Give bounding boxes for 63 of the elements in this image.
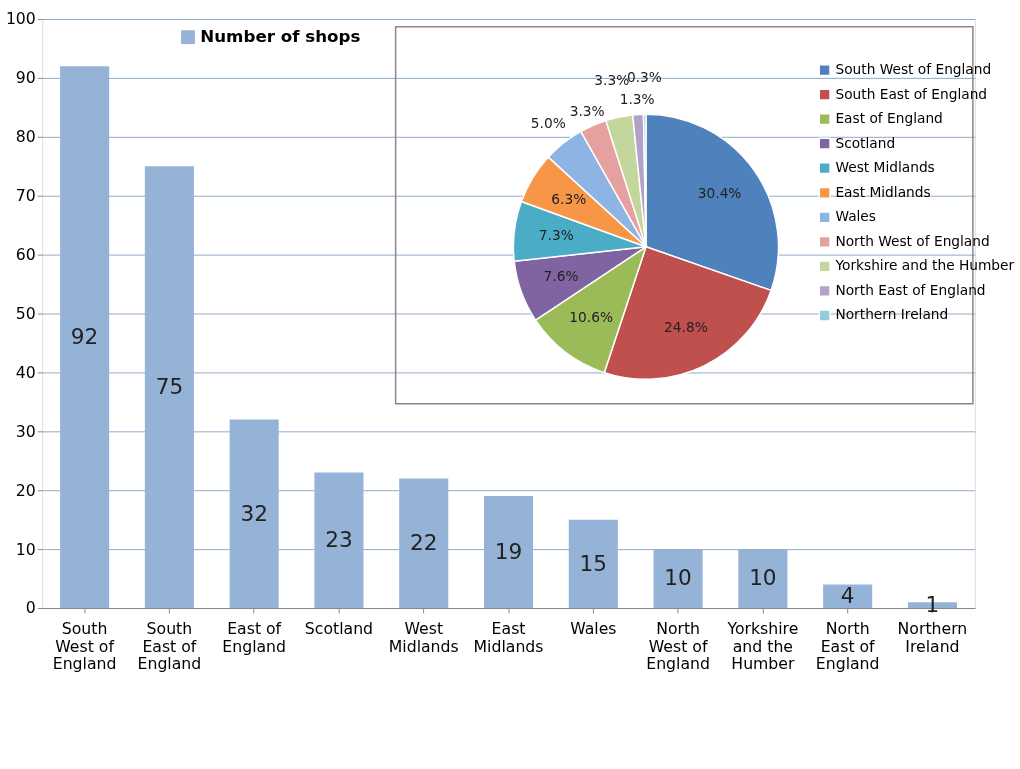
y-tick-label: 60 bbox=[15, 245, 36, 265]
data-label: 6.3% bbox=[551, 190, 587, 207]
data-label: 10 bbox=[749, 565, 777, 591]
y-tick-label: 80 bbox=[15, 127, 36, 147]
x-tick-label: South West of England bbox=[52, 619, 117, 674]
bar bbox=[653, 549, 703, 609]
data-label: 15 bbox=[579, 550, 608, 576]
legend-label: Scotland bbox=[835, 134, 896, 151]
y-tick-label: 70 bbox=[15, 186, 36, 206]
bar bbox=[144, 166, 194, 609]
bar bbox=[60, 66, 110, 609]
x-tick-label: Northern Ireland bbox=[897, 619, 968, 656]
data-label: 3.3% bbox=[569, 102, 605, 119]
y-tick-label: 10 bbox=[15, 539, 36, 559]
y-tick-label: 30 bbox=[15, 421, 36, 441]
legend-label: North East of England bbox=[835, 281, 986, 298]
bar bbox=[399, 478, 449, 609]
data-label: 5.0% bbox=[530, 114, 566, 131]
data-label: 23 bbox=[325, 527, 353, 553]
x-tick-label: East Midlands bbox=[473, 619, 544, 656]
bar bbox=[229, 419, 279, 609]
legend-label: North West of England bbox=[835, 232, 990, 249]
data-label: 22 bbox=[410, 530, 438, 556]
y-tick-label: 40 bbox=[15, 362, 36, 382]
data-label: 1.3% bbox=[619, 90, 655, 107]
x-tick-label: Scotland bbox=[304, 619, 374, 639]
data-label: 19 bbox=[494, 538, 523, 564]
data-label: 10.6% bbox=[569, 309, 613, 326]
data-label: 4 bbox=[840, 583, 855, 609]
bar bbox=[823, 584, 873, 609]
y-tick-label: 100 bbox=[5, 9, 36, 29]
y-tick-label: 0 bbox=[25, 598, 36, 618]
x-tick-label: Yorkshire and the Humber bbox=[726, 619, 799, 674]
legend-label: Northern Ireland bbox=[835, 306, 949, 323]
bar bbox=[568, 519, 618, 609]
data-label: 32 bbox=[240, 500, 268, 526]
data-label: 10 bbox=[664, 565, 692, 591]
x-tick-label: South East of England bbox=[137, 619, 202, 674]
x-tick-label: Wales bbox=[570, 619, 617, 639]
legend-label: East of England bbox=[835, 110, 943, 127]
x-tick-label: East of England bbox=[222, 619, 287, 656]
data-label: 7.3% bbox=[538, 226, 574, 243]
legend-label: East Midlands bbox=[835, 183, 931, 200]
legend-label: South East of England bbox=[835, 85, 988, 102]
bar bbox=[483, 496, 534, 609]
y-tick-label: 90 bbox=[15, 68, 36, 88]
bar bbox=[738, 549, 788, 609]
y-tick-label: 50 bbox=[15, 303, 36, 323]
legend-label: Yorkshire and the Humber bbox=[834, 257, 1015, 274]
x-tick-label: North East of England bbox=[815, 619, 880, 674]
data-label: 7.6% bbox=[543, 268, 579, 285]
legend-label: Wales bbox=[835, 208, 876, 225]
data-label: 92 bbox=[70, 323, 99, 349]
x-tick-label: West Midlands bbox=[388, 619, 459, 656]
y-tick-label: 20 bbox=[15, 480, 36, 500]
legend-label: West Midlands bbox=[835, 159, 935, 176]
x-tick-label: North West of England bbox=[646, 619, 710, 674]
data-label: 30.4% bbox=[697, 185, 742, 202]
data-label: 75 bbox=[155, 374, 184, 400]
legend-label: Number of shops bbox=[200, 27, 361, 47]
bar bbox=[314, 472, 364, 609]
data-label: 24.8% bbox=[664, 318, 708, 335]
legend-label: South West of England bbox=[835, 60, 992, 77]
